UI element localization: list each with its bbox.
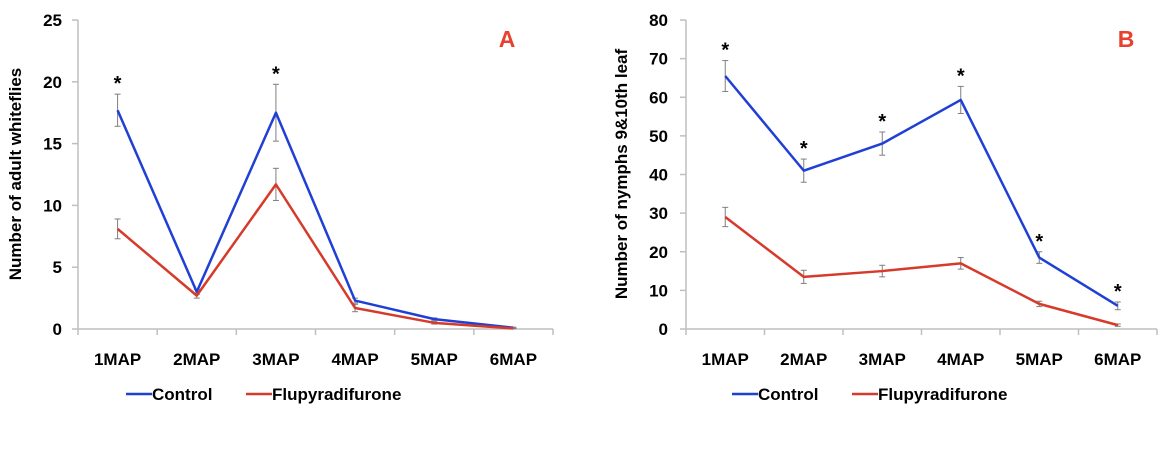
series-line-control <box>724 75 1119 307</box>
y-tick-label: 50 <box>649 127 668 146</box>
panel-label: A <box>499 26 516 52</box>
y-tick-label: 20 <box>649 243 668 262</box>
x-tick-label: 5MAP <box>411 350 458 369</box>
y-tick-label: 15 <box>43 135 62 154</box>
legend-label: Flupyradifurone <box>878 385 1007 404</box>
x-tick-label: 1MAP <box>94 350 141 369</box>
y-tick-label: 0 <box>659 320 668 339</box>
y-tick-label: 10 <box>43 196 62 215</box>
chart-panel-b: 0 10 20 30 40 50 60 70 80 1MAP 2MAP 3MAP 4MAP 5MAP 6MA… <box>612 11 1158 404</box>
significance-marker: * <box>272 63 280 85</box>
significance-marker: * <box>957 65 965 87</box>
y-axis-label: Number of adult whiteflies <box>6 68 25 281</box>
x-tick-label: 4MAP <box>937 350 984 369</box>
legend-label: Control <box>758 385 818 404</box>
x-tick-label: 2MAP <box>780 350 827 369</box>
significance-marker: * <box>721 40 729 62</box>
series-line-flupyradifurone <box>116 183 514 330</box>
y-tick-label: 25 <box>43 11 62 30</box>
y-tick-label: 60 <box>649 88 668 107</box>
x-tick-label: 3MAP <box>252 350 299 369</box>
x-tick-label: 1MAP <box>702 350 749 369</box>
y-tick-label: 5 <box>53 258 62 277</box>
significance-marker: * <box>1114 281 1122 303</box>
x-tick-label: 4MAP <box>331 350 378 369</box>
x-tick-label: 6MAP <box>1094 350 1141 369</box>
series-line-control <box>116 109 514 330</box>
y-axis-label: Number of nymphs 9&10th leaf <box>612 48 631 299</box>
chart-panel-a: 0 5 10 15 20 25 1MAP 2MAP 3MAP 4MAP 5MAP 6MAP Number… <box>6 11 554 404</box>
y-tick-label: 10 <box>649 281 668 300</box>
y-tick-label: 0 <box>53 320 62 339</box>
x-tick-label: 2MAP <box>173 350 220 369</box>
x-tick-label: 6MAP <box>490 350 537 369</box>
legend-label: Control <box>152 385 212 404</box>
series-line-flupyradifurone <box>724 215 1119 327</box>
y-tick-label: 80 <box>649 11 668 30</box>
x-tick-label: 5MAP <box>1016 350 1063 369</box>
panel-label: B <box>1118 26 1135 52</box>
significance-marker: * <box>878 111 886 133</box>
y-tick-label: 70 <box>649 50 668 69</box>
significance-marker: * <box>800 138 808 160</box>
legend-label: Flupyradifurone <box>272 385 401 404</box>
x-tick-label: 3MAP <box>859 350 906 369</box>
y-tick-label: 20 <box>43 73 62 92</box>
y-tick-label: 30 <box>649 204 668 223</box>
significance-marker: * <box>1035 231 1043 253</box>
significance-marker: * <box>114 73 122 95</box>
y-tick-label: 40 <box>649 166 668 185</box>
